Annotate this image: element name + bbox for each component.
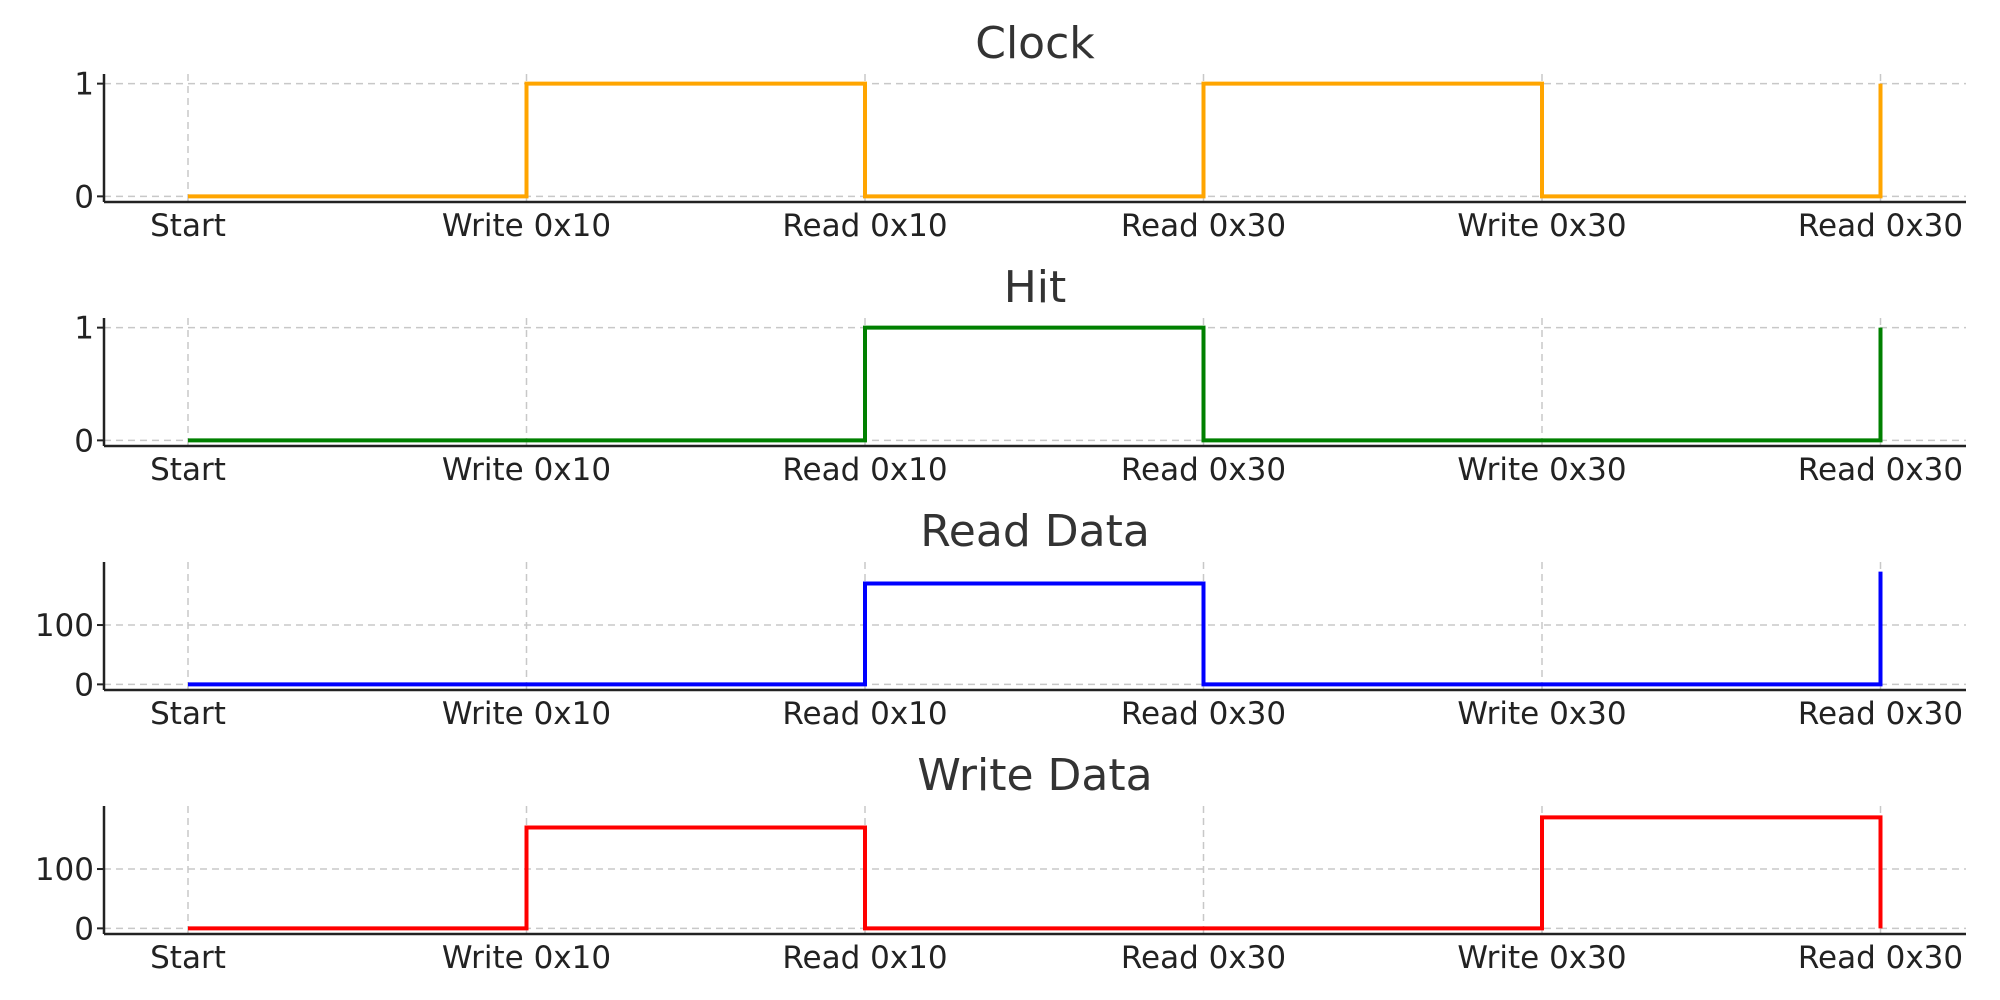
hit-signal-line	[188, 325, 1883, 443]
clock-signal-line	[188, 81, 1883, 199]
x-tick-label: Read 0x30	[1798, 452, 1963, 488]
x-tick-label: Write 0x10	[442, 452, 611, 488]
y-tick-label: 100	[35, 852, 94, 888]
y-tick-label: 1	[74, 67, 94, 103]
write-data-signal-line	[188, 815, 1883, 931]
x-tick-label: Write 0x30	[1457, 696, 1626, 732]
x-tick-label: Read 0x10	[782, 940, 947, 976]
x-tick-label: Start	[150, 208, 226, 244]
x-tick-label: Start	[150, 452, 226, 488]
x-tick-label: Read 0x30	[1121, 208, 1286, 244]
y-tick-label: 100	[35, 608, 94, 644]
x-tick-label: Read 0x30	[1121, 940, 1286, 976]
y-tick-label: 0	[74, 423, 94, 459]
read-data-panel: Read Data 0 100 Start Write 0x10 Read 0x10 Rea…	[35, 506, 1966, 732]
y-tick-label: 0	[74, 667, 94, 703]
x-tick-label: Read 0x10	[782, 696, 947, 732]
read-data-title: Read Data	[920, 506, 1150, 557]
x-tick-label: Read 0x10	[782, 208, 947, 244]
write-data-title: Write Data	[917, 750, 1152, 801]
x-tick-label: Write 0x10	[442, 696, 611, 732]
x-tick-label: Start	[150, 696, 226, 732]
x-tick-label: Write 0x10	[442, 208, 611, 244]
clock-title: Clock	[975, 18, 1095, 69]
x-tick-label: Read 0x10	[782, 452, 947, 488]
x-tick-label: Write 0x30	[1457, 940, 1626, 976]
x-tick-label: Write 0x10	[442, 940, 611, 976]
x-tick-label: Read 0x30	[1798, 208, 1963, 244]
clock-panel: Clock 0 1 Start Write 0x10 Read 0x10 Read 0x30…	[74, 18, 1966, 244]
read-data-signal-line	[188, 571, 1883, 687]
x-tick-label: Read 0x30	[1121, 452, 1286, 488]
x-tick-label: Start	[150, 940, 226, 976]
x-tick-label: Write 0x30	[1457, 208, 1626, 244]
y-tick-label: 1	[74, 311, 94, 347]
hit-panel: Hit 0 1 Start Write 0x10 Read 0x10 Read 0x30 Wr…	[74, 262, 1966, 488]
x-tick-label: Write 0x30	[1457, 452, 1626, 488]
hit-title: Hit	[1004, 262, 1067, 313]
y-tick-label: 0	[74, 911, 94, 947]
x-tick-label: Read 0x30	[1798, 940, 1963, 976]
x-tick-label: Read 0x30	[1121, 696, 1286, 732]
y-tick-label: 0	[74, 179, 94, 215]
write-data-panel: Write Data 0 100 Start Write 0x10 Read 0x10 Re…	[35, 750, 1966, 976]
x-tick-label: Read 0x30	[1798, 696, 1963, 732]
